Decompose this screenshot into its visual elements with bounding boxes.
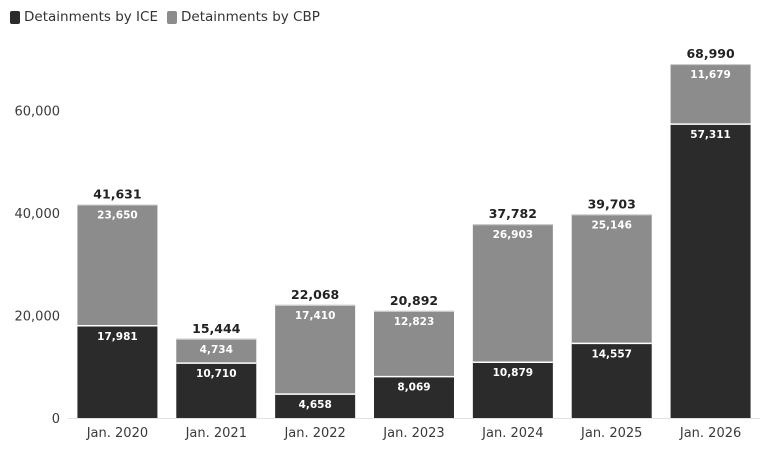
x-tick-label: Jan. 2026 [679,426,741,441]
x-tick-label: Jan. 2021 [185,426,247,441]
cbp-value-label: 26,903 [493,229,534,241]
cbp-value-label: 23,650 [97,209,138,221]
legend-swatch-cbp [167,10,177,24]
bar-cbp-segment [670,64,751,125]
total-value-label: 39,703 [588,196,636,211]
total-value-label: 68,990 [686,46,735,61]
legend-swatch-ice [10,10,20,24]
legend-item-cbp[interactable]: Detainments by CBP [167,9,320,25]
bar-cbp-segment [374,310,454,377]
total-value-label: 37,782 [489,206,537,221]
x-tick-label: Jan. 2020 [86,426,148,441]
bar-ice-segment [374,376,454,418]
bar-cbp-segment [176,338,257,364]
cbp-value-label: 4,734 [200,344,233,356]
bar-ice-segment [275,394,356,418]
y-tick-label: 60,000 [15,104,61,119]
total-value-label: 41,631 [93,186,141,201]
y-tick-label: 0 [52,412,60,427]
bar-ice-segment [77,325,158,418]
bar-ice-segment [176,363,257,418]
total-value-label: 15,444 [192,321,241,336]
bar-cbp-segment [275,304,356,395]
bar-ice-segment [571,343,652,418]
x-tick-label: Jan. 2022 [283,426,345,441]
bar-cbp-segment [77,204,158,326]
ice-value-label: 10,879 [493,367,534,379]
legend: Detainments by ICE Detainments by CBP [10,9,329,25]
legend-label-ice: Detainments by ICE [24,9,158,25]
total-value-label: 20,892 [390,293,438,308]
bar-ice-segment [670,124,751,418]
ice-value-label: 17,981 [97,331,138,343]
y-tick-label: 20,000 [15,309,61,324]
bar-ice-segment [472,362,553,418]
cbp-value-label: 12,823 [394,316,435,328]
y-tick-label: 40,000 [15,207,61,222]
cbp-value-label: 17,410 [295,310,336,322]
ice-value-label: 4,658 [299,399,332,411]
ice-value-label: 14,557 [591,348,632,360]
ice-value-label: 10,710 [196,368,237,380]
cbp-value-label: 11,679 [690,69,731,81]
x-tick-label: Jan. 2025 [580,426,642,441]
bar-cbp-segment [472,224,553,363]
bar-cbp-segment [571,214,652,344]
total-value-label: 22,068 [291,287,339,302]
x-tick-label: Jan. 2024 [481,426,543,441]
ice-value-label: 57,311 [690,129,731,141]
cbp-value-label: 25,146 [591,219,632,231]
x-tick-label: Jan. 2023 [382,426,444,441]
legend-item-ice[interactable]: Detainments by ICE [10,9,158,25]
ice-value-label: 8,069 [397,382,430,394]
legend-label-cbp: Detainments by CBP [181,9,320,25]
